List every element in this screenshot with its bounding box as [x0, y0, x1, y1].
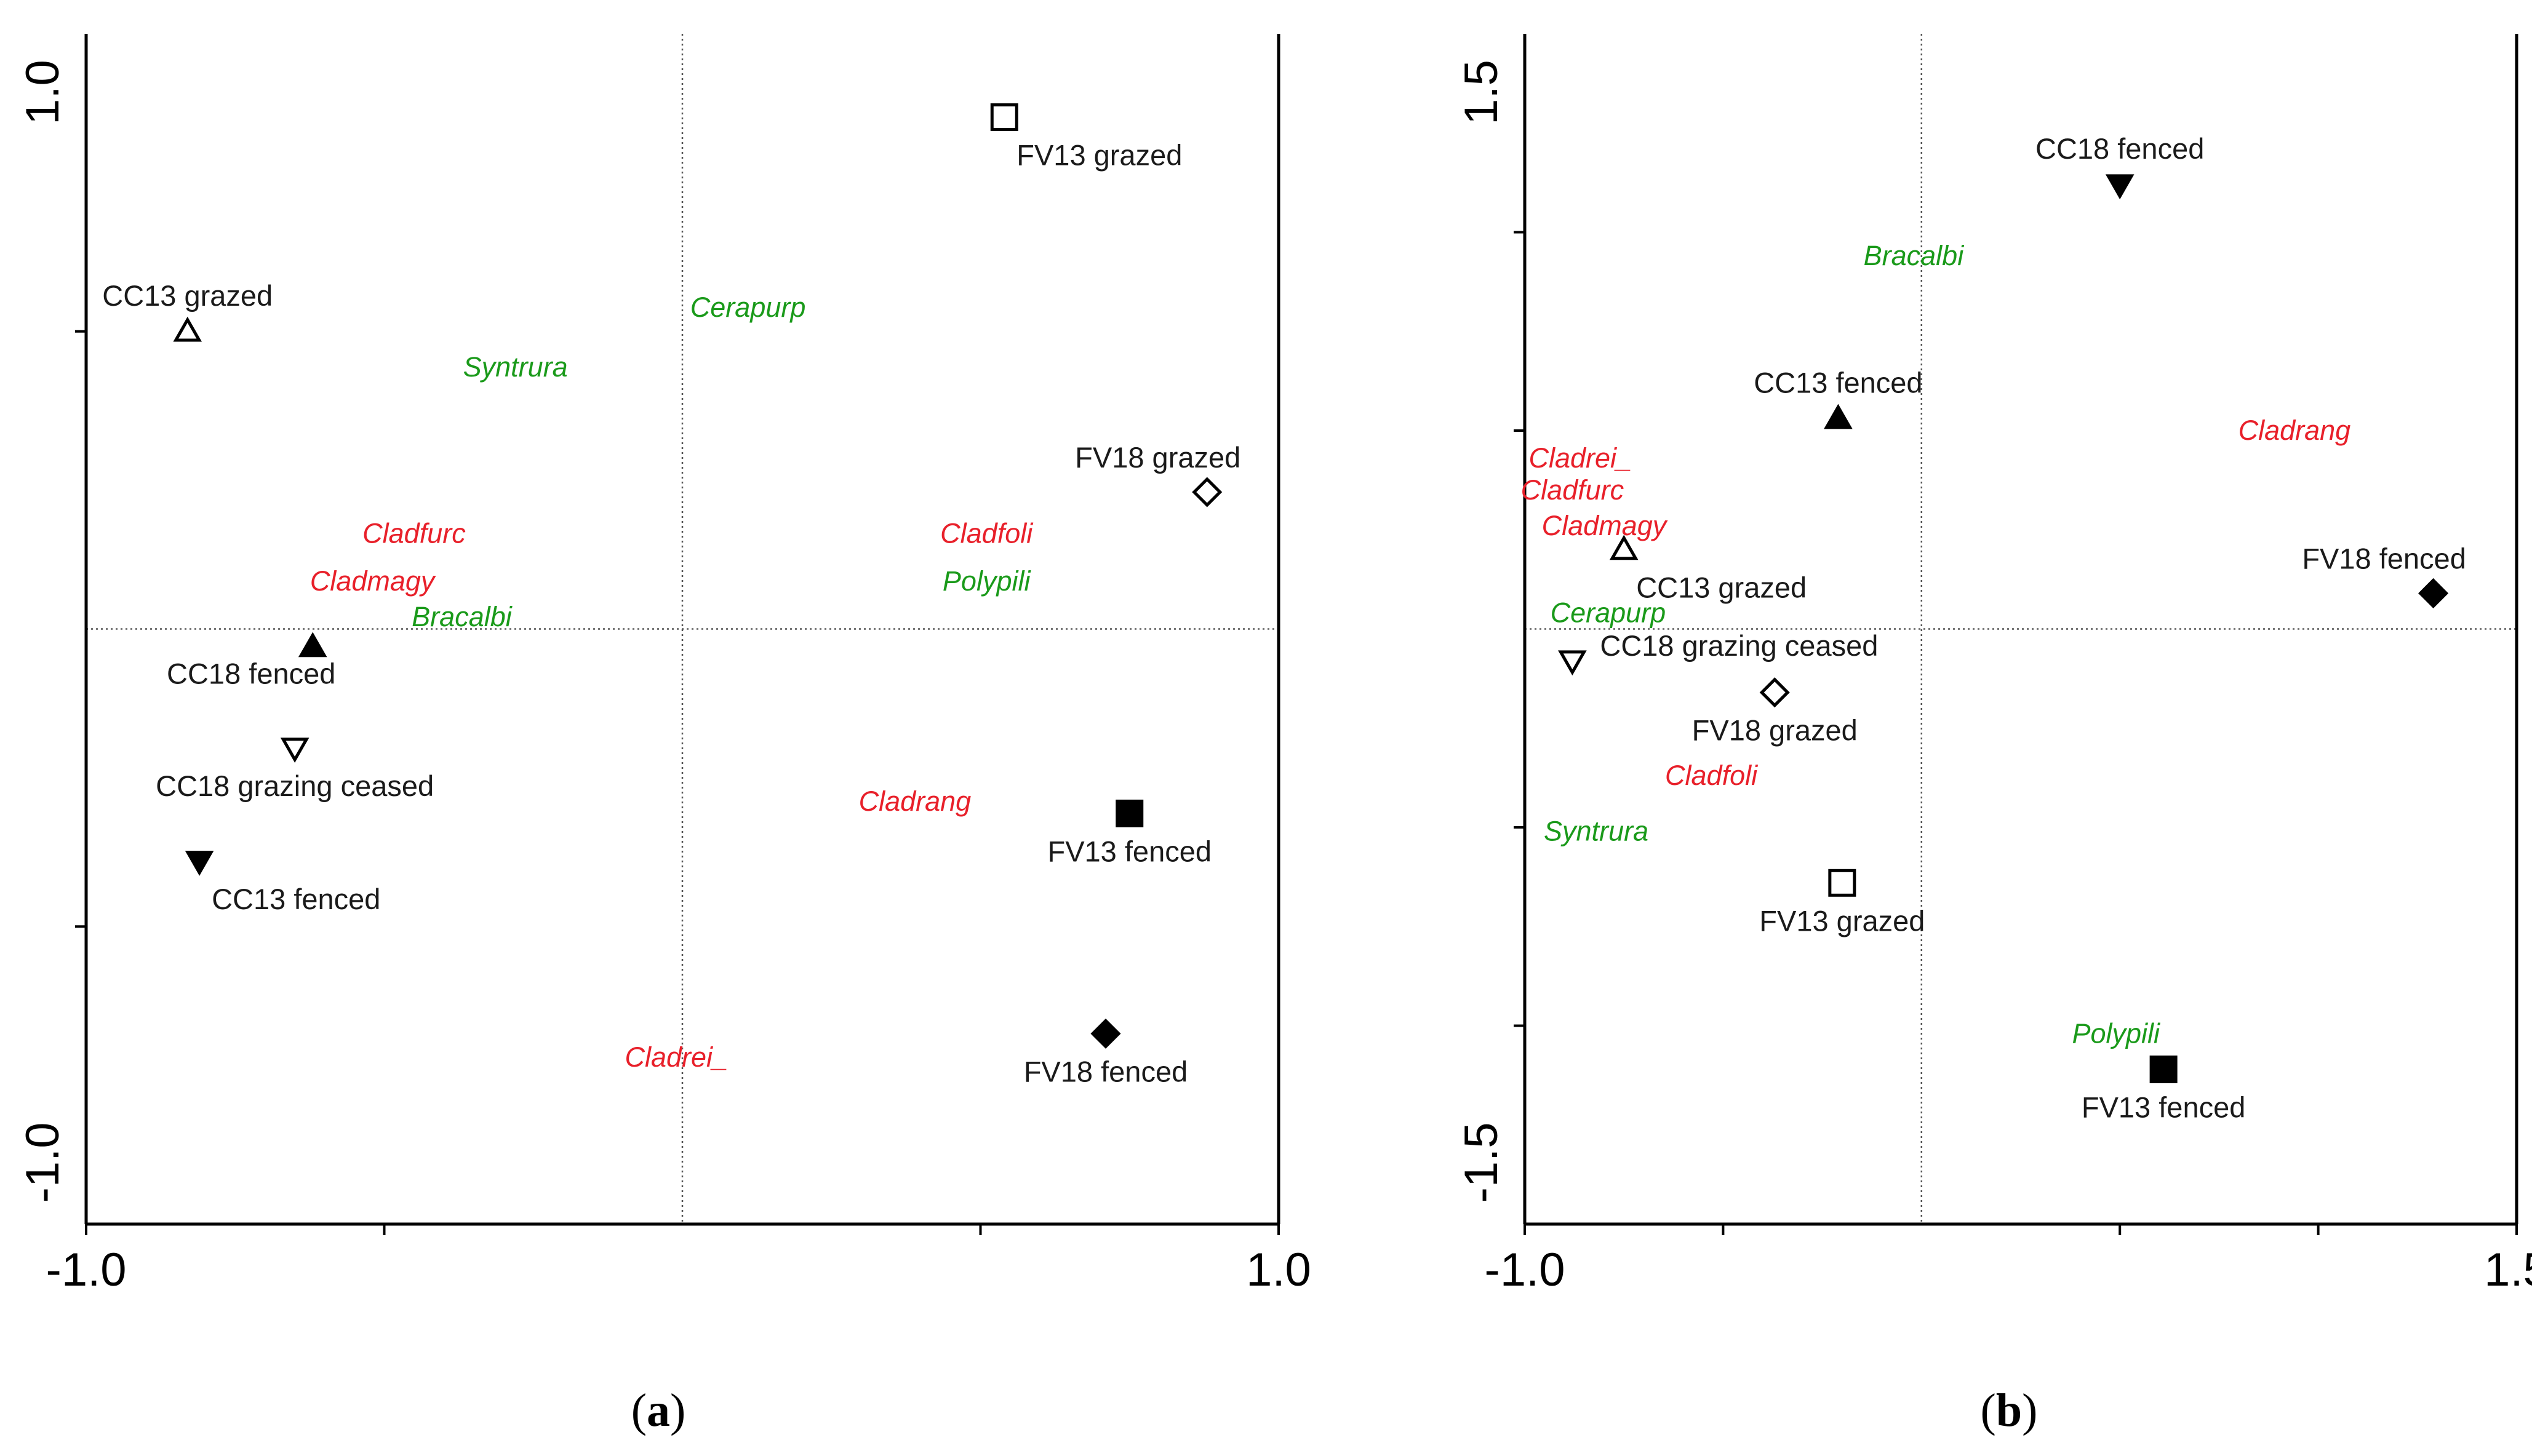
panel-a-x-tick-label: -1.0 — [46, 1244, 127, 1296]
panel-b-site-marker-fv13-grazed — [1828, 869, 1856, 897]
panel-b-site-label-fv18-fenced: FV18 fenced — [2302, 542, 2466, 575]
panel-b-y-tick-label: -1.5 — [1455, 1123, 1508, 1203]
panel-b-species-polypili: Polypili — [2072, 1017, 2161, 1049]
panel-a-site-label-fv18-grazed: FV18 grazed — [1075, 441, 1240, 474]
panel-b-x-tick-label: 1.5 — [2484, 1244, 2532, 1296]
panel-a-x-tick-label: 1.0 — [1246, 1244, 1311, 1296]
panel-b-site-marker-fv13-fenced — [2149, 1055, 2178, 1083]
panel-a-site-marker-fv18-grazed — [1192, 477, 1223, 507]
panel-a-site-marker-cc18-fenced — [298, 632, 327, 658]
panel-b-site-label-cc13-grazed: CC13 grazed — [1636, 571, 1807, 604]
panel-b-species-cladfurc: Cladfurc — [1521, 474, 1624, 506]
panel-b-chart: -1.01.51.5-1.5BracalbiCladrangCladrei_Cl… — [1455, 34, 2532, 1296]
panel-b-site-label-fv18-grazed: FV18 grazed — [1692, 714, 1858, 747]
panel-a-species-cladrang: Cladrang — [859, 786, 972, 817]
panel-b-species-cladrei: Cladrei_ — [1528, 442, 1632, 474]
panel-a-site-label-fv13-grazed: FV13 grazed — [1016, 138, 1182, 171]
panel-b-site-marker-cc13-grazed — [1609, 535, 1639, 560]
panel-a-species-cerapurp: Cerapurp — [690, 292, 806, 323]
panel-b-site-marker-cc18-fenced — [2105, 174, 2135, 200]
panel-b-site-marker-fv18-fenced — [2418, 578, 2449, 608]
panel-a-site-marker-fv18-fenced — [1090, 1018, 1121, 1049]
panel-a-species-cladmagy: Cladmagy — [310, 565, 436, 597]
panel-a-species-cladfurc: Cladfurc — [362, 518, 466, 549]
panel-a-chart: -1.0 1.0 1.0 -1.0 Cerapurp Syntrura Cladfurc Cl… — [17, 34, 1311, 1296]
panel-b-site-marker-fv18-grazed — [1759, 677, 1790, 708]
panel-b-site-label-cc13-fenced: CC13 fenced — [1754, 367, 1922, 399]
panel-b-species-cladmagy: Cladmagy — [1542, 510, 1668, 541]
panel-a-caption: (a) — [631, 1385, 686, 1436]
panel-b-species-cladfoli: Cladfoli — [1665, 760, 1759, 791]
panel-a-site-marker-cc13-fenced — [185, 851, 214, 876]
panel-a-species-syntrura: Syntrura — [463, 351, 568, 383]
panel-b-species-cerapurp: Cerapurp — [1551, 597, 1666, 629]
panel-a-species-polypili: Polypili — [943, 565, 1032, 597]
panel-b-site-label-cc18-grazing-ceased: CC18 grazing ceased — [1600, 629, 1878, 662]
panel-a-species-cladrei: Cladrei_ — [625, 1041, 729, 1073]
panel-a-site-marker-fv13-fenced — [1116, 799, 1144, 827]
panel-b-species-cladrang: Cladrang — [2238, 415, 2351, 446]
panel-b-caption: (b) — [1981, 1385, 2038, 1436]
panel-a-site-label-fv13-fenced: FV13 fenced — [1047, 835, 1212, 867]
panel-b-site-label-cc18-fenced: CC18 fenced — [2035, 132, 2204, 165]
panel-b-site-label-fv13-fenced: FV13 fenced — [2082, 1091, 2246, 1123]
panel-captions: (a) (b) — [631, 1385, 2038, 1436]
panel-b-species-bracalbi: Bracalbi — [1864, 240, 1965, 271]
panel-a-site-marker-cc18-grazing-ceased — [280, 738, 310, 763]
panel-a-site-label-cc13-grazed: CC13 grazed — [102, 279, 273, 312]
panel-b-site-marker-cc13-fenced — [1824, 404, 1853, 429]
panel-a-site-label-cc18-grazing-ceased: CC18 grazing ceased — [156, 770, 434, 802]
panel-a-site-marker-cc13-grazed — [173, 316, 202, 342]
panel-a-y-tick-label: 1.0 — [17, 60, 69, 125]
panel-b-species-syntrura: Syntrura — [1544, 815, 1648, 846]
panel-b-y-tick-label: 1.5 — [1455, 60, 1508, 125]
panel-b-x-tick-label: -1.0 — [1485, 1244, 1565, 1296]
panel-a-species-bracalbi: Bracalbi — [412, 601, 513, 632]
panel-a-site-marker-fv13-grazed — [990, 103, 1018, 131]
panel-b-site-label-fv13-grazed: FV13 grazed — [1759, 904, 1925, 937]
panel-b-site-marker-cc18-grazing-ceased — [1558, 650, 1587, 676]
panel-a-y-tick-label: -1.0 — [17, 1123, 69, 1203]
panel-a-site-label-cc13-fenced: CC13 fenced — [212, 883, 380, 915]
panel-a-site-label-cc18-fenced: CC18 fenced — [167, 658, 335, 690]
panel-a-species-cladfoli: Cladfoli — [940, 518, 1034, 549]
panel-a-site-label-fv18-fenced: FV18 fenced — [1024, 1055, 1188, 1088]
